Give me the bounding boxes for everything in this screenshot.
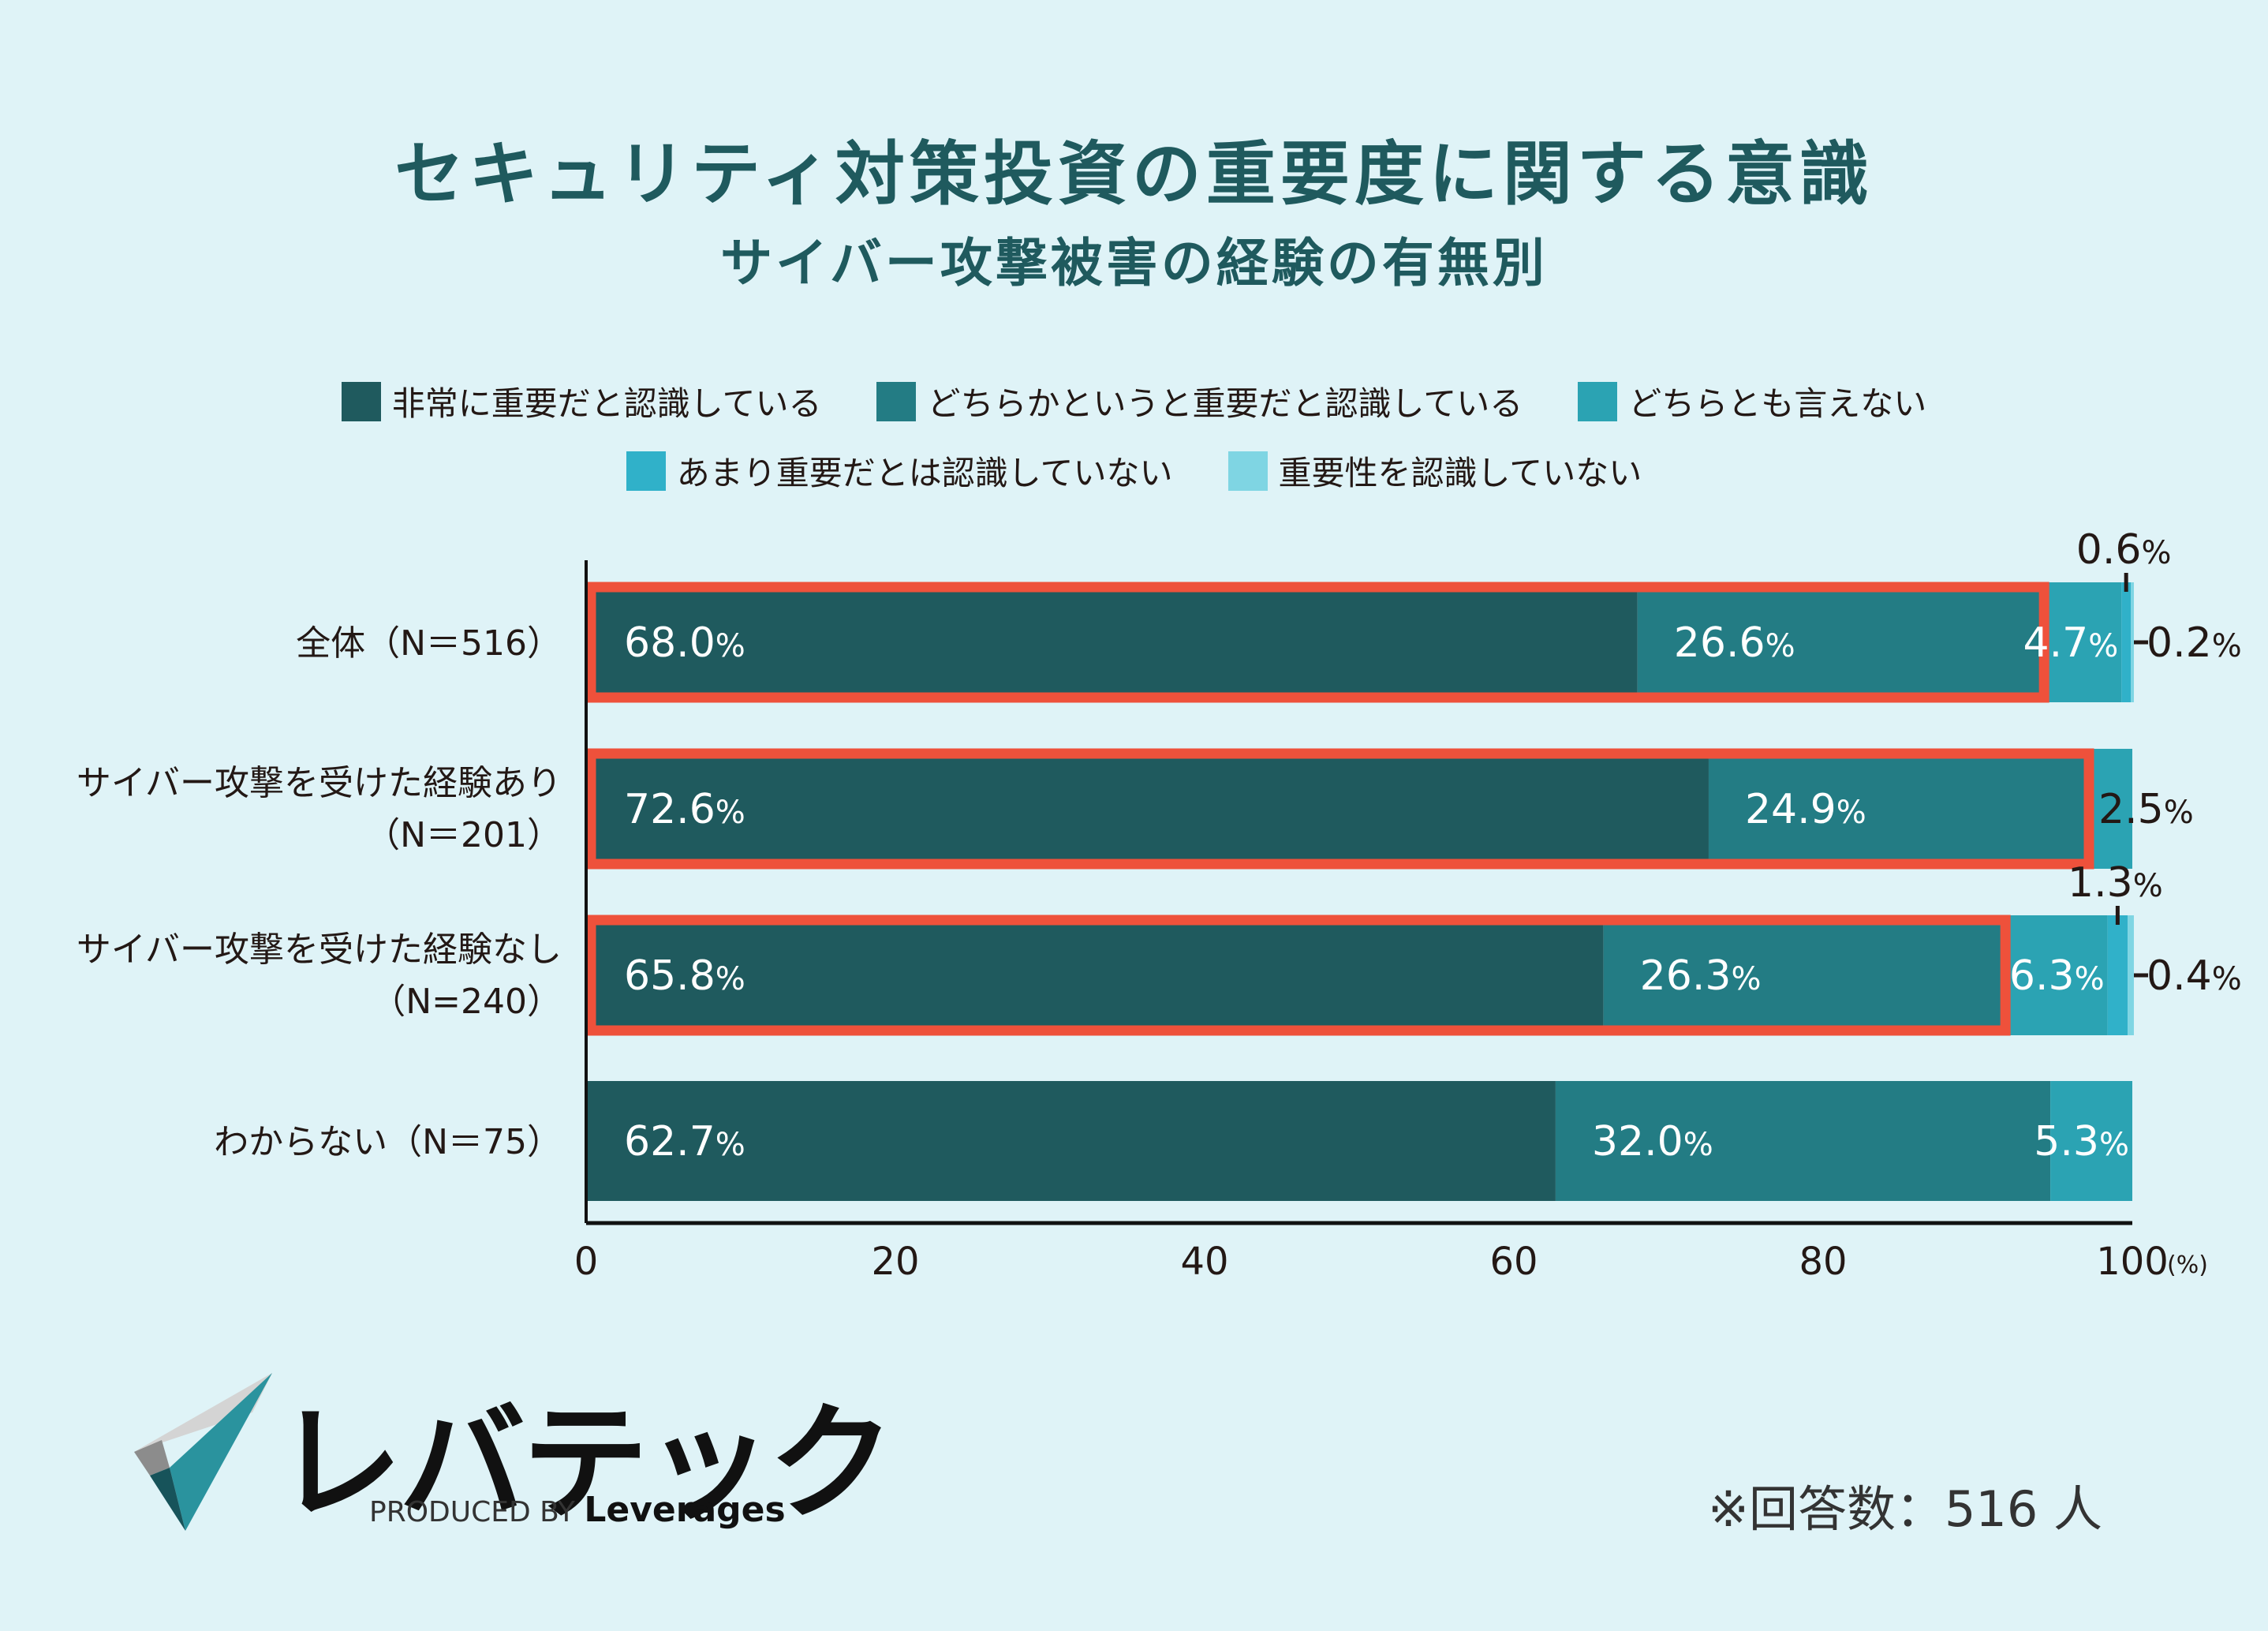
data-label: 4.7% (2023, 619, 2119, 667)
category-label: わからない（N＝75） (214, 1122, 562, 1162)
bar-segment (586, 749, 1709, 869)
bar-segment (586, 582, 1638, 702)
data-label: 62.7% (624, 1118, 745, 1165)
levtech-logo-icon (134, 1373, 272, 1531)
data-label: 65.8% (624, 952, 745, 1000)
produced-by-label: PRODUCED BY (369, 1496, 575, 1528)
data-label: 68.0% (624, 619, 745, 667)
produced-by: PRODUCED BY Leverages (369, 1490, 786, 1530)
bar-segment (1603, 915, 2011, 1035)
bar-segment (586, 915, 1604, 1035)
legend-label: あまり重要だとは認識していない (676, 454, 1173, 492)
legend-label: 重要性を認識していない (1278, 454, 1642, 492)
data-label: 6.3% (2009, 952, 2105, 1000)
bar-segment (2049, 582, 2122, 702)
company-name: Leverages (584, 1490, 786, 1530)
x-tick-label: 100 (2096, 1240, 2169, 1284)
highlight-box (585, 748, 2094, 870)
legend-swatch (626, 451, 666, 491)
respondent-count-note: ※回答数：516 人 (1708, 1480, 2102, 1538)
category-label-n: （N=240） (371, 982, 562, 1022)
legend-item-neutral: どちらとも言えない (1578, 377, 1926, 425)
legend-item-somewhat-important: どちらかというと重要だと認識している (876, 377, 1523, 425)
chart-subtitle: サイバー攻撃被害の経験の有無別 (720, 233, 1548, 294)
bar-segment (1637, 582, 2049, 702)
bar-segment (586, 1081, 1556, 1201)
x-axis-unit: (%) (2167, 1251, 2208, 1279)
brand-logo-text: レバテック (276, 1390, 895, 1537)
data-label: 32.0% (1592, 1118, 1713, 1165)
data-label: 5.3% (2034, 1118, 2129, 1165)
legend-row-2: あまり重要だとは認識していない 重要性を認識していない (0, 447, 2268, 495)
data-label: 2.5% (2098, 786, 2194, 833)
legend-swatch (1578, 381, 1618, 421)
bar-segment (2121, 582, 2132, 702)
data-label-callout: 0.4% (2147, 952, 2242, 1000)
data-label: 24.9% (1745, 786, 1866, 833)
legend-swatch (1227, 451, 1268, 491)
x-tick-label: 60 (1489, 1240, 1538, 1284)
bar-segment (2107, 915, 2128, 1035)
data-label: 26.3% (1640, 952, 1762, 1000)
data-label-callout: 0.6% (2076, 526, 2172, 574)
highlight-box (585, 582, 2049, 703)
bar-segment (2050, 1081, 2132, 1201)
data-label-callout: 0.2% (2147, 619, 2242, 667)
chart-title: セキュリティ対策投資の重要度に関する意識 (394, 133, 1874, 215)
bar-segment (2128, 915, 2134, 1035)
x-tick-label: 40 (1180, 1240, 1228, 1284)
bar-segment (2094, 749, 2132, 869)
x-tick-label: 80 (1799, 1240, 1847, 1284)
category-label-n: （N＝201） (365, 815, 562, 855)
category-label: サイバー攻撃を受けた経験あり (77, 763, 562, 803)
bar-segment (1708, 749, 2094, 869)
data-label: 72.6% (624, 786, 745, 833)
bar-segment (1555, 1081, 2051, 1201)
bar-segment (2010, 915, 2108, 1035)
legend-item-not-very-important: あまり重要だとは認識していない (626, 447, 1173, 495)
legend-label: どちらかというと重要だと認識している (927, 384, 1523, 423)
highlight-box (585, 915, 2011, 1036)
x-tick-label: 0 (574, 1240, 599, 1284)
legend-item-very-important: 非常に重要だと認識している (341, 377, 822, 425)
legend-swatch (341, 381, 381, 421)
category-label: サイバー攻撃を受けた経験なし (77, 930, 562, 970)
legend-label: どちらとも言えない (1628, 384, 1927, 423)
bar-segment (2131, 582, 2134, 702)
legend-label: 非常に重要だと認識している (391, 384, 822, 423)
x-tick-label: 20 (871, 1240, 919, 1284)
data-label-callout: 1.3% (2068, 859, 2163, 907)
legend-row-1: 非常に重要だと認識している どちらかというと重要だと認識している どちらとも言え… (0, 377, 2268, 425)
data-label: 26.6% (1674, 619, 1795, 667)
category-label: 全体（N＝516） (296, 623, 562, 664)
legend-swatch (876, 381, 917, 421)
legend-item-not-important: 重要性を認識していない (1227, 447, 1642, 495)
